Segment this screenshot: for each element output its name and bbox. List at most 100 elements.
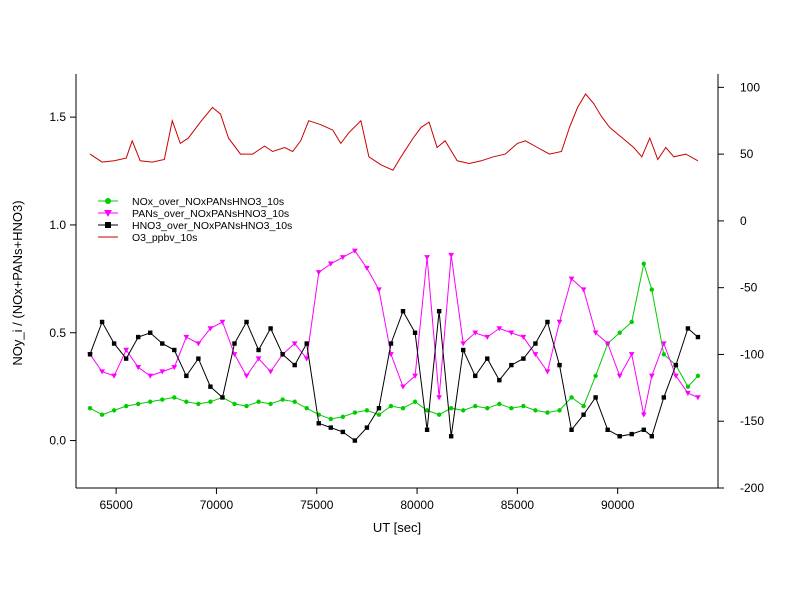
data-point — [448, 406, 454, 411]
data-point — [436, 395, 442, 401]
data-point — [268, 401, 273, 407]
data-point — [400, 406, 406, 411]
data-point — [533, 341, 538, 346]
y-left-tick-label: 0.5 — [49, 326, 66, 340]
data-point — [485, 406, 490, 411]
y-left-tick-label: 1.5 — [49, 110, 66, 124]
data-point — [649, 287, 654, 292]
x-tick-label: 70000 — [200, 498, 234, 512]
data-point — [628, 352, 635, 358]
data-point — [604, 341, 611, 347]
data-point — [352, 410, 358, 415]
y-right-tick-label: 100 — [740, 80, 760, 94]
x-axis-label: UT [sec] — [373, 520, 421, 535]
data-point — [208, 399, 213, 404]
data-point — [291, 341, 298, 347]
data-point — [231, 352, 238, 358]
data-point — [255, 356, 262, 362]
data-point — [376, 412, 382, 417]
data-point — [232, 401, 237, 407]
data-point — [509, 406, 514, 411]
data-point — [147, 373, 154, 379]
series-line — [89, 261, 699, 420]
data-point — [695, 395, 701, 401]
data-point — [111, 408, 117, 413]
legend-entry: HNO3_over_NOxPANsHNO3_10s — [132, 220, 292, 232]
y-left-tick-label: 1.0 — [49, 218, 66, 232]
data-point — [641, 261, 646, 266]
series-line — [89, 250, 699, 415]
data-point — [412, 399, 418, 404]
data-point — [496, 326, 503, 332]
data-point — [87, 352, 93, 357]
y-right-tick-label: -150 — [740, 414, 764, 428]
x-tick-label: 65000 — [99, 498, 133, 512]
data-point — [412, 330, 418, 335]
data-point — [292, 399, 297, 404]
data-point — [641, 427, 646, 432]
data-point — [460, 341, 467, 347]
data-point — [556, 319, 563, 325]
legend-entry: NOx_over_NOxPANsHNO3_10s — [132, 196, 284, 208]
data-point — [673, 373, 679, 379]
data-point — [99, 369, 105, 375]
data-point — [292, 362, 297, 368]
data-point — [172, 395, 177, 400]
data-point — [673, 362, 679, 368]
tick-layer: 65000 70000 75000 80000 85000 90000 0.0 0.5 1.0 1… — [49, 80, 764, 512]
data-point — [172, 347, 177, 353]
data-point — [99, 412, 105, 417]
data-point — [461, 347, 466, 353]
data-point — [581, 403, 586, 409]
data-point — [629, 319, 634, 325]
data-point — [592, 330, 599, 336]
data-point — [315, 270, 322, 276]
legend-entry: O3_ppbv_10s — [132, 232, 197, 244]
data-point — [148, 330, 153, 335]
data-point — [400, 308, 406, 314]
data-point — [388, 341, 394, 346]
data-point — [520, 334, 527, 340]
data-point — [448, 434, 454, 439]
data-point — [339, 255, 346, 261]
data-point — [557, 362, 562, 368]
x-tick-label: 75000 — [300, 498, 334, 512]
data-point — [544, 369, 551, 375]
data-point — [436, 412, 442, 417]
data-point — [581, 412, 586, 417]
data-point — [327, 261, 334, 267]
legend-swatch-marker — [105, 222, 111, 228]
data-point — [316, 421, 321, 426]
data-point — [195, 341, 202, 347]
data-point — [593, 373, 598, 379]
data-point — [400, 384, 406, 390]
axes-layer — [75, 74, 719, 489]
data-point — [616, 373, 623, 379]
data-point — [123, 403, 129, 409]
legend-entry: PANs_over_NOxPANsHNO3_10s — [132, 208, 289, 220]
data-point — [473, 373, 478, 379]
data-point — [208, 384, 213, 389]
x-tick-label: 85000 — [501, 498, 535, 512]
data-point — [364, 425, 370, 430]
data-point — [232, 341, 237, 346]
data-point — [123, 356, 129, 361]
data-point — [184, 373, 189, 379]
data-point — [160, 341, 165, 346]
data-point — [220, 395, 225, 400]
data-point — [695, 334, 701, 340]
data-point — [196, 356, 201, 361]
data-point — [508, 330, 515, 336]
data-point — [569, 395, 574, 400]
y-right-tick-label: 50 — [740, 147, 754, 161]
data-point — [605, 427, 610, 432]
data-point — [328, 416, 333, 422]
data-point — [545, 410, 550, 415]
data-point — [183, 334, 190, 340]
data-point — [685, 326, 691, 331]
data-point — [649, 434, 654, 439]
y-right-tick-label: 0 — [740, 214, 747, 228]
data-point — [532, 352, 539, 358]
